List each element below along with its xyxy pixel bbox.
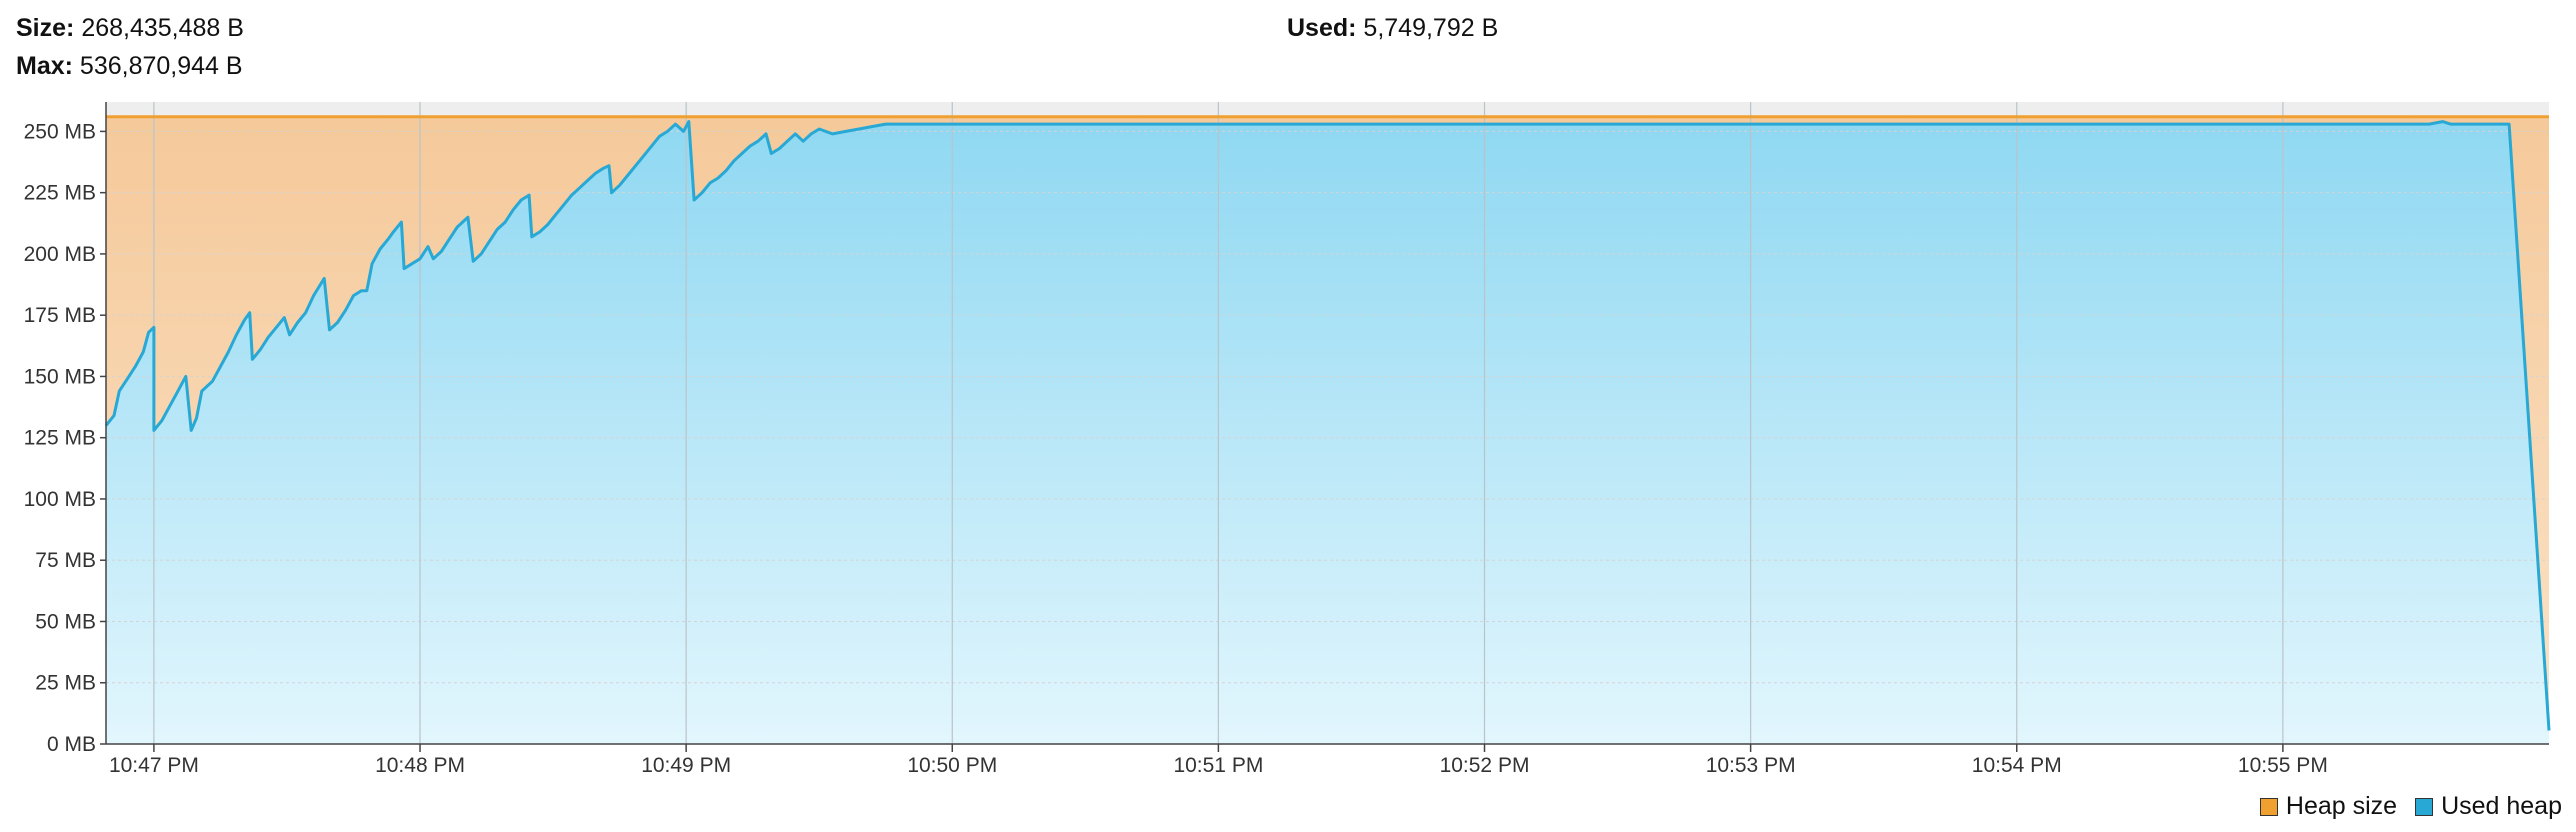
y-tick-label: 75 MB — [35, 549, 96, 572]
heap-used-label: Used: — [1287, 14, 1357, 42]
axes — [105, 102, 2549, 745]
used-heap-swatch — [2415, 797, 2434, 816]
heap-size-value: 268,435,488 B — [81, 14, 244, 42]
gridlines-front — [106, 102, 2549, 744]
legend-label-heap-size: Heap size — [2285, 792, 2398, 820]
x-tick-label: 10:50 PM — [907, 754, 997, 777]
heap-max-stat: Max: 536,870,944 B — [16, 52, 243, 81]
legend-label-used-heap: Used heap — [2441, 792, 2562, 820]
heap-size-swatch — [2259, 797, 2278, 816]
legend-item-used-heap[interactable]: Used heap — [2415, 792, 2562, 821]
y-tick-label: 0 MB — [47, 733, 96, 756]
x-tick-label: 10:49 PM — [641, 754, 731, 777]
y-tick-label: 150 MB — [24, 365, 96, 388]
x-axis-ticks: 10:47 PM 10:48 PM 10:49 PM 10:50 PM 10:51 PM… — [109, 744, 2328, 777]
heap-size-stat: Size: 268,435,488 B — [16, 14, 244, 43]
y-tick-label: 225 MB — [24, 182, 96, 205]
x-tick-label: 10:55 PM — [2238, 754, 2328, 777]
heap-max-label: Max: — [16, 52, 73, 80]
legend-item-heap-size[interactable]: Heap size — [2259, 792, 2398, 821]
heap-used-value: 5,749,792 B — [1363, 14, 1499, 42]
y-axis-ticks: 0 MB 25 MB 50 MB 75 MB 100 MB 125 MB 150 MB 175… — [24, 120, 106, 756]
heap-used-stat: Used: 5,749,792 B — [1287, 14, 1498, 43]
used-heap-area — [106, 121, 2549, 745]
y-tick-label: 50 MB — [35, 610, 96, 633]
x-tick-label: 10:48 PM — [375, 754, 465, 777]
x-tick-label: 10:53 PM — [1706, 754, 1796, 777]
heap-max-value: 536,870,944 B — [79, 52, 243, 80]
used-heap-line — [104, 120, 2551, 731]
x-tick-label: 10:47 PM — [109, 754, 199, 777]
y-tick-label: 125 MB — [24, 427, 96, 450]
y-tick-label: 175 MB — [24, 304, 96, 327]
chart-legend: Heap size Used heap — [2242, 792, 2562, 821]
x-tick-label: 10:51 PM — [1173, 754, 1263, 777]
y-tick-label: 200 MB — [24, 243, 96, 266]
heap-size-label: Size: — [16, 14, 75, 42]
y-tick-label: 100 MB — [24, 488, 96, 511]
x-tick-label: 10:54 PM — [1972, 754, 2062, 777]
plot-header-band — [106, 102, 2549, 117]
y-tick-label: 250 MB — [24, 120, 96, 143]
y-tick-label: 25 MB — [35, 672, 96, 695]
x-tick-label: 10:52 PM — [1440, 754, 1530, 777]
